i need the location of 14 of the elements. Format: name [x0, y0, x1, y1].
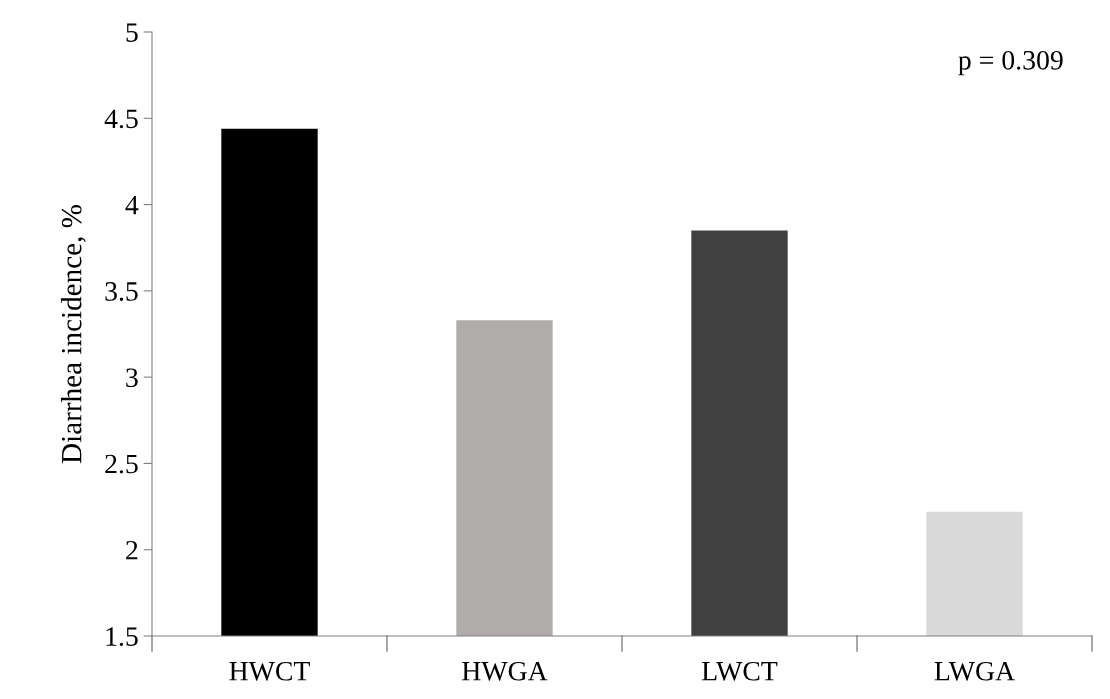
annotation: p = 0.309 — [958, 50, 1063, 76]
y-tick-label: 2.5 — [105, 454, 138, 474]
y-tick-label: 3.5 — [105, 282, 138, 301]
y-tick-label: 5 — [126, 23, 138, 42]
y-tick-label: 4 — [125, 195, 139, 215]
y-axis-title: Diarrhea incidence, % — [60, 205, 86, 464]
y-tick-label: 2 — [126, 540, 138, 560]
x-tick-label: HWCT — [229, 661, 310, 681]
x-tick-label: LWGA — [934, 661, 1015, 681]
y-tick-label: 3 — [126, 368, 138, 388]
y-tick-label: 1.5 — [106, 627, 138, 647]
x-tick-label: HWGA — [462, 661, 548, 681]
x-tick-label: LWCT — [701, 661, 778, 681]
y-tick-label: 4.5 — [104, 109, 138, 129]
